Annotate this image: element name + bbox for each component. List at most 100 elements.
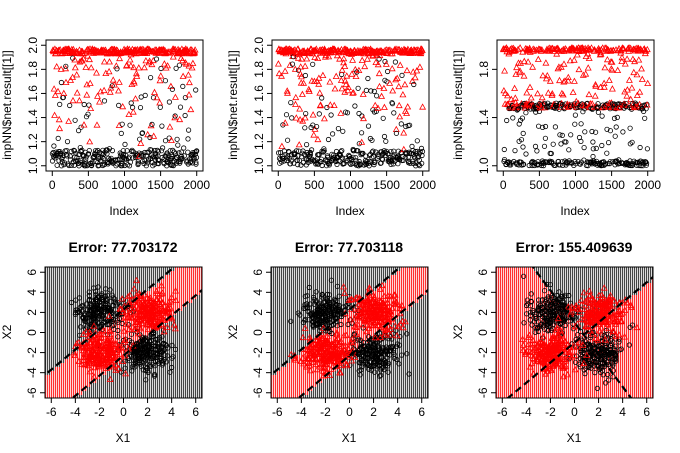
data-point	[296, 105, 304, 112]
region-cell	[173, 311, 175, 315]
data-point	[560, 60, 568, 67]
region-cell	[127, 271, 129, 275]
data-point	[300, 79, 308, 86]
region-cell	[49, 327, 51, 331]
region-cell	[83, 287, 85, 291]
region-cell	[53, 375, 55, 379]
region-cell	[131, 335, 133, 339]
data-point	[95, 310, 101, 316]
region-cell	[51, 287, 53, 291]
region-cell	[57, 367, 59, 371]
region-cell	[151, 371, 153, 375]
region-cell	[73, 387, 75, 391]
region-cell	[139, 279, 141, 283]
region-cell	[177, 315, 179, 319]
region-cell	[179, 295, 181, 299]
data-point	[176, 62, 182, 68]
region-cell	[169, 391, 171, 395]
region-cell	[139, 371, 141, 375]
region-cell	[191, 295, 193, 299]
data-point	[404, 103, 412, 110]
region-cell	[79, 315, 81, 319]
data-point	[504, 117, 510, 124]
region-cell	[79, 379, 81, 383]
data-point	[301, 114, 309, 121]
region-cell	[53, 315, 55, 319]
data-point	[68, 148, 74, 154]
data-point	[289, 115, 295, 121]
x-tick-label: 1000	[337, 178, 364, 192]
data-point	[122, 365, 128, 371]
region-cell	[49, 363, 51, 367]
data-point	[142, 92, 148, 99]
region-cell	[97, 387, 99, 391]
data-point	[169, 53, 177, 60]
data-point	[302, 125, 308, 131]
data-point	[358, 130, 365, 136]
data-point	[354, 69, 360, 75]
data-point	[316, 111, 322, 117]
region-cell	[81, 375, 83, 379]
region-cell	[103, 375, 105, 379]
data-point	[355, 85, 361, 91]
region-cell	[67, 371, 69, 375]
region-cell	[121, 367, 123, 371]
region-cell	[49, 315, 51, 319]
region-cell	[87, 275, 89, 279]
region-cell	[177, 295, 179, 299]
data-point	[120, 151, 127, 157]
region-cell	[51, 335, 53, 339]
region-cell	[61, 275, 63, 279]
region-cell	[139, 271, 141, 275]
region-cell	[89, 295, 91, 299]
data-point	[365, 123, 372, 129]
region-cell	[173, 371, 175, 375]
region-cell	[71, 271, 73, 275]
data-point	[86, 289, 92, 295]
region-cell	[171, 383, 173, 387]
data-point	[623, 104, 630, 110]
region-cell	[59, 335, 61, 339]
region-cell	[57, 347, 59, 351]
region-cell	[183, 391, 185, 395]
region-cell	[57, 291, 59, 295]
data-point	[363, 161, 369, 168]
data-point	[55, 135, 61, 141]
region-cell	[113, 335, 115, 339]
region-cell	[185, 299, 187, 303]
region-cell	[45, 371, 47, 375]
region-cell	[181, 319, 183, 323]
region-cell	[175, 347, 177, 351]
region-cell	[51, 271, 53, 275]
region-cell	[193, 367, 195, 371]
data-point	[176, 115, 184, 123]
region-cell	[93, 371, 95, 375]
region-cell	[71, 335, 73, 339]
region-cell	[83, 383, 85, 387]
region-cell	[55, 279, 57, 283]
region-cell	[167, 351, 169, 355]
data-point	[109, 292, 115, 298]
region-cell	[51, 359, 53, 363]
data-point	[51, 111, 59, 118]
region-cell	[99, 391, 101, 395]
region-cell	[109, 383, 111, 387]
data-point	[115, 87, 122, 94]
data-point	[539, 124, 546, 131]
region-cell	[55, 283, 57, 287]
data-point	[114, 66, 120, 72]
region-cell	[95, 391, 97, 395]
region-cell	[181, 267, 183, 271]
region-cell	[199, 303, 201, 307]
region-cell	[151, 387, 153, 391]
region-cell	[191, 375, 193, 379]
data-point	[546, 77, 554, 84]
region-cell	[71, 291, 73, 295]
region-cell	[49, 335, 51, 339]
data-point	[604, 126, 610, 132]
region-cell	[85, 267, 87, 271]
region-cell	[145, 327, 147, 331]
data-point	[292, 114, 300, 121]
data-point	[303, 142, 310, 148]
region-cell	[77, 331, 79, 335]
